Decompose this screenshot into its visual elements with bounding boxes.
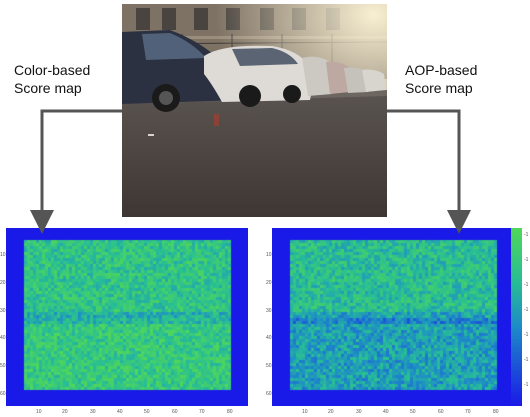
aop-based-score-map-canvas [272, 228, 514, 406]
street-photo-graphic [122, 4, 387, 217]
colorbar-tick: -1 [524, 382, 529, 388]
x-tick: 20 [62, 409, 68, 415]
x-tick: 10 [302, 409, 308, 415]
aop-based-score-map [272, 228, 514, 406]
x-tick: 80 [493, 409, 499, 415]
x-tick: 70 [199, 409, 205, 415]
x-tick: 10 [36, 409, 42, 415]
colorbar-tick: -1 [524, 307, 529, 313]
y-tick: 20 [0, 280, 6, 286]
aop-based-label-line1: AOP-based [405, 62, 478, 78]
color-based-label-line2: Score map [14, 80, 82, 96]
colorbar-tick: -1 [524, 357, 529, 363]
x-tick: 30 [90, 409, 96, 415]
y-tick: 50 [266, 363, 272, 369]
y-tick: 10 [0, 252, 6, 258]
x-tick: 70 [465, 409, 471, 415]
x-tick: 80 [227, 409, 233, 415]
color-based-score-map [6, 228, 248, 406]
x-tick: 40 [383, 409, 389, 415]
colorbar-tick: -1 [524, 232, 529, 238]
aop-based-label-line2: Score map [405, 80, 473, 96]
right-arrow [387, 109, 471, 234]
y-tick: 30 [0, 308, 6, 314]
colorbar-tick: -1 [524, 282, 529, 288]
y-tick: 30 [266, 308, 272, 314]
aop-based-label: AOP-based Score map [405, 61, 477, 97]
color-based-label-line1: Color-based [14, 62, 91, 78]
colorbar-tick: -1 [524, 332, 529, 338]
left-arrow [30, 109, 122, 234]
y-tick: 20 [266, 280, 272, 286]
x-tick: 30 [356, 409, 362, 415]
x-tick: 50 [144, 409, 150, 415]
x-tick: 50 [410, 409, 416, 415]
street-photo [122, 4, 387, 217]
y-tick: 60 [0, 391, 6, 397]
x-tick: 20 [328, 409, 334, 415]
y-tick: 40 [266, 335, 272, 341]
x-tick: 40 [117, 409, 123, 415]
y-tick: 40 [0, 335, 6, 341]
y-tick: 10 [266, 252, 272, 258]
x-tick: 60 [438, 409, 444, 415]
x-tick: 60 [172, 409, 178, 415]
color-based-score-map-canvas [6, 228, 248, 406]
color-based-label: Color-based Score map [14, 61, 90, 97]
colorbar-tick: -1 [524, 257, 529, 263]
y-tick: 60 [266, 391, 272, 397]
y-tick: 50 [0, 363, 6, 369]
colorbar [511, 228, 522, 406]
